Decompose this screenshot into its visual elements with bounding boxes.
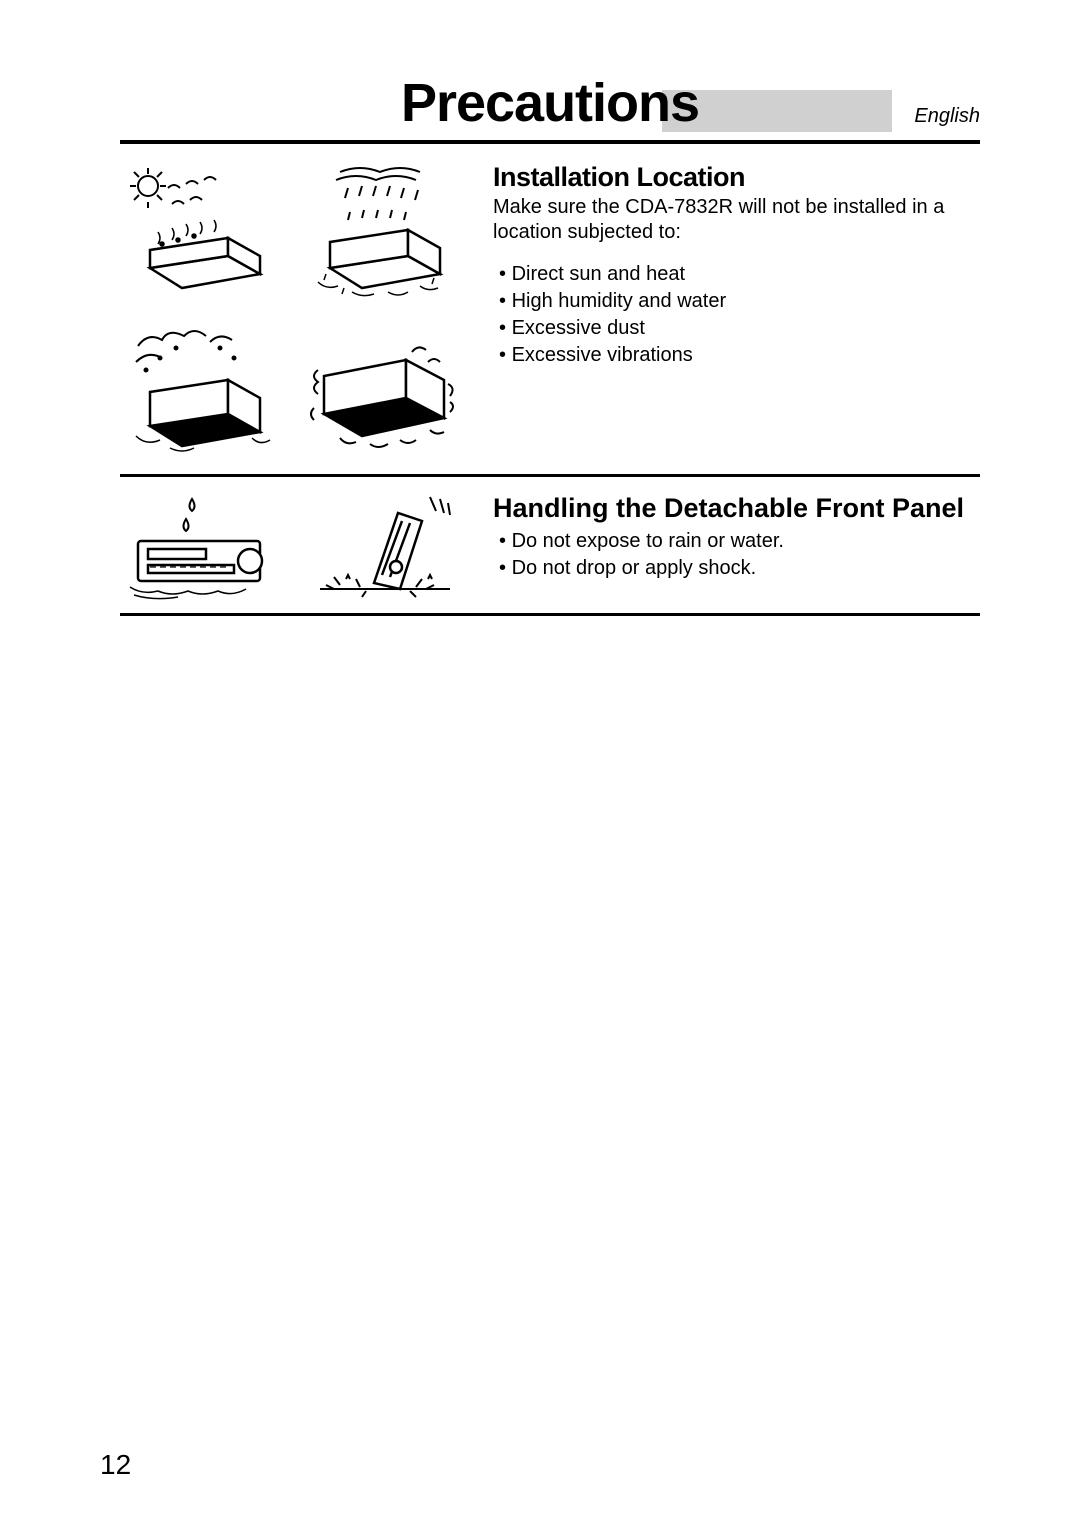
section-installation-location: Installation Location Make sure the CDA-… [120, 158, 980, 477]
bullet-item: Excessive dust [499, 315, 980, 342]
language-tab: English [662, 90, 980, 132]
page-title: Precautions [401, 72, 699, 134]
header-row: Precautions English [120, 90, 980, 144]
illustration-grid [120, 158, 475, 458]
section2-heading: Handling the Detachable Front Panel [493, 493, 980, 524]
illustration-panel-water [120, 493, 280, 603]
illustration-dust [120, 318, 280, 458]
illustration-panel-drop [300, 493, 460, 603]
section1-heading: Installation Location [493, 162, 980, 193]
section-front-panel: Handling the Detachable Front Panel Do n… [120, 485, 980, 616]
language-label: English [892, 105, 980, 132]
page-number: 12 [100, 1449, 131, 1481]
section2-text: Handling the Detachable Front Panel Do n… [493, 493, 980, 603]
illustration-row [120, 493, 475, 603]
section2-bullets: Do not expose to rain or water. Do not d… [493, 528, 980, 582]
section1-bullets: Direct sun and heat High humidity and wa… [493, 261, 980, 369]
illustration-humidity-water [300, 164, 460, 304]
illustration-vibrations [300, 318, 460, 458]
bullet-item: Excessive vibrations [499, 342, 980, 369]
illustration-sun-heat [120, 164, 280, 304]
bullet-item: Do not drop or apply shock. [499, 555, 980, 582]
bullet-item: Do not expose to rain or water. [499, 528, 980, 555]
bullet-item: High humidity and water [499, 288, 980, 315]
bullet-item: Direct sun and heat [499, 261, 980, 288]
section1-intro: Make sure the CDA-7832R will not be inst… [493, 195, 980, 245]
section1-text: Installation Location Make sure the CDA-… [493, 158, 980, 458]
